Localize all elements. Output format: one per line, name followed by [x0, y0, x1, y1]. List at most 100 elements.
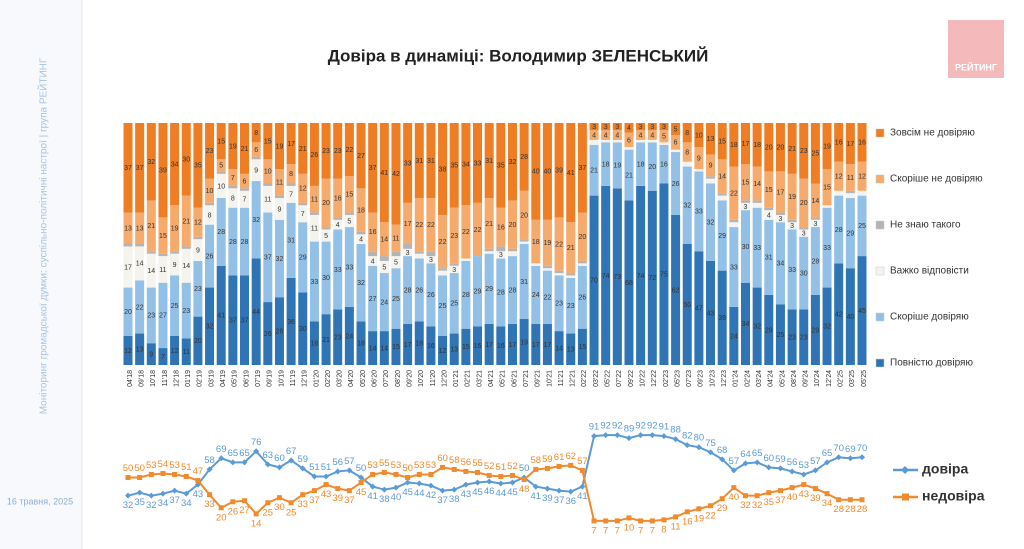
segment-label: 11 [311, 226, 318, 233]
x-tick-label: 07'21 [523, 370, 530, 387]
bar-segment [566, 222, 576, 274]
bar-segment [775, 214, 785, 223]
segment-label: 7 [243, 197, 247, 204]
segment-label: 29 [765, 327, 773, 334]
segment-label: 8 [231, 195, 235, 202]
bar-segment [170, 253, 180, 276]
bar-segment [414, 321, 424, 365]
segment-label: 28 [835, 227, 843, 234]
bar-segment [507, 251, 517, 257]
segment-label: 28 [811, 258, 819, 265]
bar-segment [775, 304, 785, 365]
bar-segment [542, 219, 552, 266]
point [334, 468, 341, 475]
point [392, 484, 399, 491]
segment-label: 23 [334, 335, 342, 342]
x-tick-label: 12'18 [173, 370, 180, 387]
point-label: 55 [379, 458, 390, 469]
bar-segment [810, 227, 820, 295]
bar-segment [822, 205, 832, 208]
segment-label: 19 [544, 240, 552, 247]
bar-segment [414, 253, 424, 259]
segment-label: 28 [217, 229, 225, 236]
bar-segment [764, 210, 774, 220]
point [719, 496, 725, 502]
segment-label: 42 [835, 312, 843, 319]
bar-segment [216, 198, 226, 266]
x-tick-label: 02'22 [581, 370, 588, 387]
point-label: 44 [414, 488, 425, 499]
point-label: 8 [661, 524, 666, 535]
segment-label: 32 [753, 324, 761, 331]
point-label: 42 [426, 490, 437, 501]
bar-segment [519, 241, 529, 244]
bar-segment [845, 198, 855, 269]
segment-label: 30 [800, 270, 808, 277]
bar-segment [647, 130, 657, 140]
bar-segment [263, 302, 273, 365]
bar-segment [624, 123, 634, 133]
bar-segment [368, 256, 378, 266]
bar-segment [810, 219, 820, 228]
segment-label: 41 [217, 313, 225, 320]
segment-label: 25 [439, 303, 447, 310]
segment-label: 21 [788, 146, 796, 153]
bar-segment [822, 207, 832, 288]
point-label: 45 [356, 487, 367, 498]
bar-segment [706, 123, 716, 155]
x-tick-label: 01'24 [733, 370, 740, 387]
segment-label: 19 [613, 163, 621, 170]
point [556, 463, 562, 469]
segment-label: 23 [182, 308, 190, 315]
point [533, 466, 539, 472]
point-label: 50 [402, 463, 413, 474]
segment-label: 28 [509, 287, 517, 294]
point [789, 485, 795, 491]
x-tick-label: 10'21 [546, 370, 553, 387]
bar-segment [274, 219, 284, 298]
point [731, 485, 737, 491]
segment-label: 6 [254, 147, 258, 154]
segment-label: 16 [497, 224, 505, 231]
point-label: 58 [204, 455, 215, 466]
bar-segment [344, 306, 354, 365]
point [136, 489, 143, 496]
legend-swatch [875, 312, 885, 322]
point [299, 465, 306, 472]
point [381, 486, 388, 493]
point [451, 486, 458, 493]
bar-segment [531, 263, 541, 266]
point [288, 500, 294, 506]
bar-segment [391, 251, 401, 257]
segment-label: 5 [674, 126, 678, 133]
x-tick-label: 05'25 [861, 370, 868, 387]
point [439, 487, 446, 494]
point-label: 65 [239, 448, 250, 459]
bar-segment [507, 200, 517, 249]
x-tick-label: 02'25 [838, 370, 845, 387]
point-label: 60 [764, 453, 775, 464]
bar-segment [391, 256, 401, 269]
point-label: 25 [286, 507, 297, 518]
bar-segment [496, 258, 506, 327]
bar-segment [519, 239, 529, 242]
segment-label: 15 [462, 344, 470, 351]
segment-label: 5 [347, 218, 351, 225]
segment-label: 28 [404, 287, 412, 294]
bar-segment [449, 207, 459, 264]
segment-label: 15 [264, 138, 272, 145]
bar-segment [601, 185, 611, 365]
bar-segment [857, 256, 867, 365]
bar-segment [135, 333, 145, 365]
bar-segment [589, 139, 599, 145]
bar-segment [193, 239, 203, 261]
segment-label: 14 [136, 261, 144, 268]
point-label: 35 [764, 497, 775, 508]
x-tick-label: 02'19 [197, 370, 204, 387]
segment-label: 3 [615, 124, 619, 131]
bar-segment [426, 251, 436, 257]
segment-label: 21 [590, 168, 598, 175]
segment-label: 31 [765, 255, 773, 262]
segment-label: 25 [171, 303, 179, 310]
bar-segment [123, 123, 133, 213]
